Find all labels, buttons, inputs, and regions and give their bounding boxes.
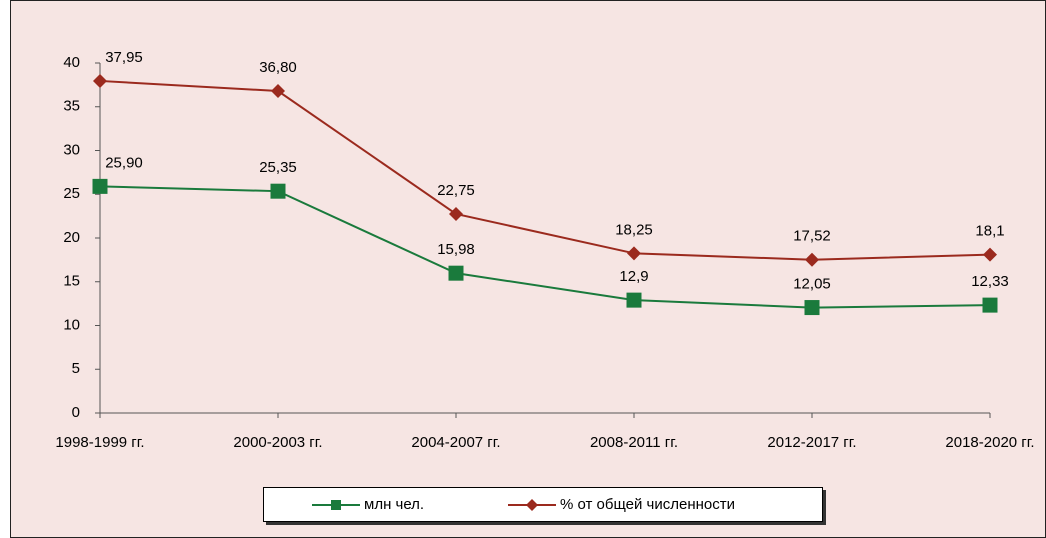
marker — [449, 206, 463, 221]
data-label: 36,80 — [259, 59, 297, 76]
x-tick-label: 2004-2007 гг. — [411, 434, 500, 451]
data-label: 12,9 — [619, 268, 648, 285]
marker — [93, 73, 107, 88]
data-label: 25,90 — [105, 154, 143, 171]
y-tick-label: 40 — [63, 54, 80, 71]
legend-marker — [331, 500, 341, 510]
y-tick-label: 25 — [63, 185, 80, 202]
y-tick-label: 0 — [72, 404, 80, 421]
data-label: 25,35 — [259, 159, 297, 176]
data-label: 37,95 — [105, 49, 143, 66]
y-tick-label: 35 — [63, 98, 80, 115]
data-label: 12,33 — [971, 273, 1009, 290]
data-label: 12,05 — [793, 276, 831, 293]
y-tick-label: 20 — [63, 229, 80, 246]
chart-frame — [10, 0, 1046, 538]
data-label: 18,1 — [975, 223, 1004, 240]
x-tick-label: 2012-2017 гг. — [767, 434, 856, 451]
legend-label: млн чел. — [364, 496, 424, 513]
data-label: 18,25 — [615, 221, 653, 238]
legend-marker — [526, 499, 538, 511]
marker — [804, 300, 820, 316]
y-tick-label: 5 — [72, 360, 80, 377]
marker — [983, 247, 997, 262]
x-tick-label: 2018-2020 гг. — [945, 434, 1034, 451]
marker — [626, 292, 642, 308]
marker — [982, 297, 998, 313]
marker — [448, 265, 464, 281]
marker — [270, 183, 286, 199]
x-tick-label: 2008-2011 гг. — [590, 434, 678, 451]
y-tick-label: 10 — [63, 316, 80, 333]
x-tick-label: 2000-2003 гг. — [233, 434, 322, 451]
y-tick-label: 15 — [63, 273, 80, 290]
marker — [92, 178, 108, 194]
data-label: 17,52 — [793, 228, 831, 245]
series-line — [99, 185, 991, 309]
data-label: 22,75 — [437, 182, 475, 199]
y-tick-label: 30 — [63, 141, 80, 158]
series-line — [99, 79, 991, 261]
legend-label: % от общей численности — [560, 496, 735, 513]
marker — [805, 252, 819, 267]
data-label: 15,98 — [437, 241, 475, 258]
marker — [271, 84, 285, 98]
x-tick-label: 1998-1999 гг. — [55, 434, 144, 451]
marker — [627, 246, 641, 261]
